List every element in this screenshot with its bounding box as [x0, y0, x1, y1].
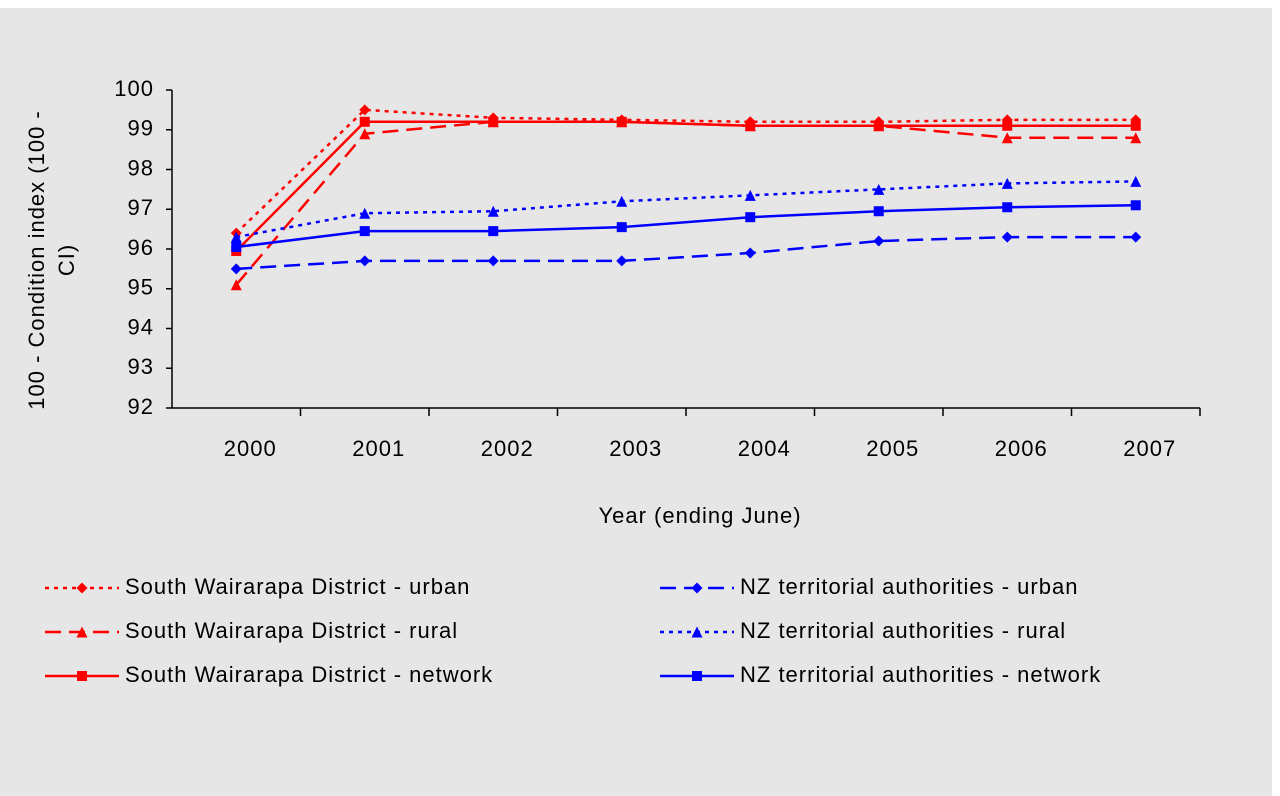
- marker: [1130, 132, 1142, 144]
- series-line: [235, 108, 1136, 235]
- x-tick-label: 2003: [609, 436, 662, 461]
- marker: [487, 255, 499, 267]
- marker: [359, 255, 371, 267]
- marker: [359, 128, 371, 140]
- marker: [230, 263, 242, 275]
- series-line: [236, 204, 1136, 249]
- x-tick-label: 2007: [1123, 436, 1176, 461]
- y-tick-label: 93: [128, 354, 154, 379]
- marker: [359, 104, 371, 116]
- marker: [488, 226, 499, 237]
- marker: [744, 247, 756, 259]
- legend-label: South Wairarapa District - network: [125, 662, 493, 687]
- y-axis-title: 100 - Condition index (100 -: [24, 110, 49, 410]
- marker: [1001, 177, 1013, 189]
- marker: [230, 231, 242, 243]
- marker: [77, 671, 87, 681]
- marker: [1130, 120, 1141, 131]
- series-line: [236, 235, 1136, 271]
- marker: [76, 582, 88, 594]
- legend-label: South Wairarapa District - rural: [125, 618, 458, 643]
- marker: [1002, 202, 1013, 213]
- marker: [359, 226, 370, 237]
- marker: [1001, 231, 1013, 243]
- marker: [873, 120, 884, 131]
- y-tick-label: 99: [128, 116, 154, 141]
- marker: [616, 255, 628, 267]
- y-tick-label: 98: [128, 155, 154, 180]
- y-axis-title: CI): [54, 244, 79, 276]
- marker: [873, 235, 885, 247]
- y-tick-label: 94: [128, 314, 154, 339]
- marker: [691, 582, 703, 594]
- x-tick-label: 2006: [995, 436, 1048, 461]
- marker: [1002, 120, 1013, 131]
- marker: [1001, 132, 1013, 144]
- x-tick-label: 2001: [352, 436, 405, 461]
- marker: [76, 626, 88, 638]
- marker: [487, 205, 499, 217]
- marker: [359, 207, 371, 219]
- marker: [745, 212, 756, 223]
- y-tick-label: 96: [128, 235, 154, 260]
- y-tick-label: 95: [128, 275, 154, 300]
- x-tick-label: 2000: [224, 436, 277, 461]
- marker: [745, 120, 756, 131]
- x-tick-label: 2005: [866, 436, 919, 461]
- marker: [616, 195, 628, 207]
- chart-background: [0, 8, 1272, 796]
- series-line: [235, 120, 1136, 286]
- x-tick-label: 2002: [481, 436, 534, 461]
- marker: [744, 189, 756, 201]
- y-tick-label: 97: [128, 195, 154, 220]
- marker: [873, 183, 885, 195]
- y-tick-label: 92: [128, 394, 154, 419]
- marker: [616, 222, 627, 233]
- legend-label: NZ territorial authorities - urban: [740, 574, 1078, 599]
- y-tick-label: 100: [114, 76, 154, 101]
- marker: [488, 116, 499, 127]
- marker: [231, 242, 242, 253]
- series-line: [235, 120, 1136, 252]
- legend-label: NZ territorial authorities - network: [740, 662, 1101, 687]
- legend-label: South Wairarapa District - urban: [125, 574, 470, 599]
- marker: [1130, 231, 1142, 243]
- marker: [873, 206, 884, 217]
- marker: [692, 671, 702, 681]
- x-tick-label: 2004: [738, 436, 791, 461]
- x-axis-title: Year (ending June): [598, 503, 801, 528]
- marker: [1130, 200, 1141, 211]
- marker: [1130, 175, 1142, 187]
- marker: [616, 116, 627, 127]
- marker: [691, 626, 703, 638]
- marker: [359, 116, 370, 127]
- marker: [230, 279, 242, 291]
- legend-label: NZ territorial authorities - rural: [740, 618, 1066, 643]
- series-line: [236, 180, 1136, 239]
